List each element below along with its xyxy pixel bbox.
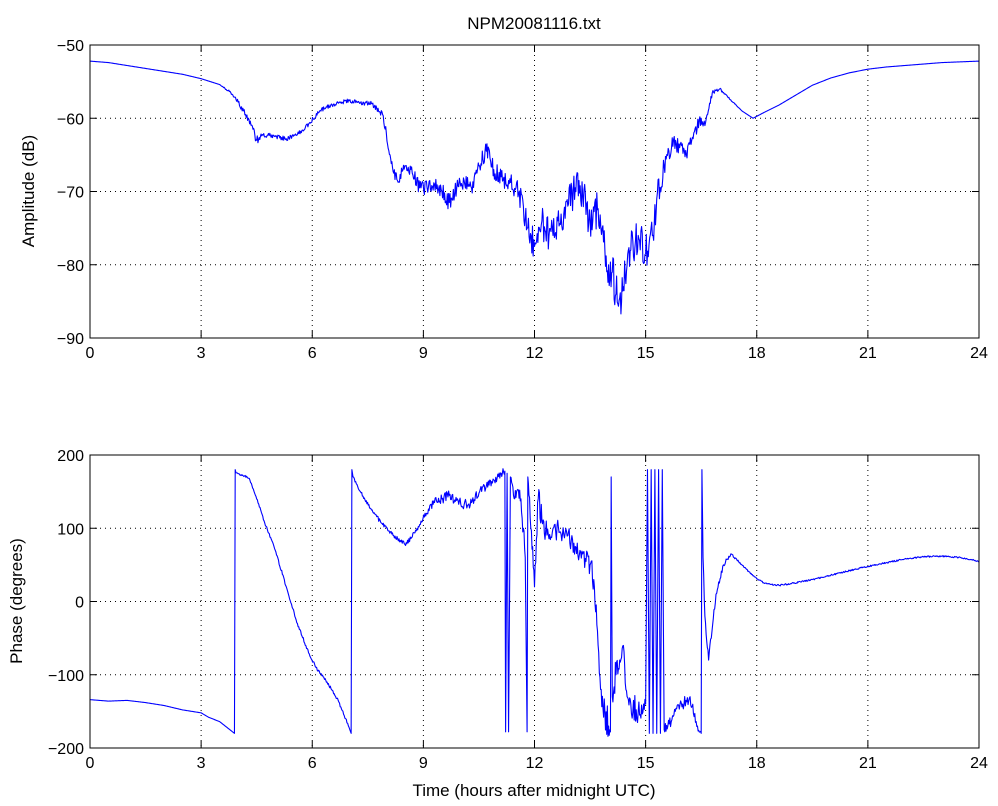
amplitude-grid — [90, 45, 979, 338]
phase-grid — [90, 455, 979, 748]
y-tick-label: 200 — [57, 448, 84, 465]
x-tick-label: 9 — [419, 755, 428, 772]
amplitude-y-axis-label: Amplitude (dB) — [19, 135, 38, 247]
x-tick-label: 6 — [308, 755, 317, 772]
amplitude-ticks: 0 3 6 9 12 15 18 21 24 −90 −80 −70 −60 −50 — [57, 38, 988, 362]
amplitude-panel: NPM20081116.txt 0 3 6 9 12 15 18 21 24 −90 −80 −70 −… — [19, 14, 988, 362]
amplitude-series — [89, 60, 980, 315]
x-tick-label: 0 — [86, 755, 95, 772]
x-tick-label: 21 — [859, 345, 877, 362]
x-tick-label: 6 — [308, 345, 317, 362]
phase-panel: 0 3 6 9 12 15 18 21 24 −200 −100 0 100 200 Phase (deg… — [7, 448, 988, 800]
y-tick-label: −100 — [48, 668, 84, 685]
x-tick-label: 24 — [970, 345, 988, 362]
phase-ticks: 0 3 6 9 12 15 18 21 24 −200 −100 0 100 200 — [48, 448, 988, 772]
chart-title: NPM20081116.txt — [467, 14, 601, 33]
x-tick-label: 9 — [419, 345, 428, 362]
x-axis-label: Time (hours after midnight UTC) — [412, 781, 655, 800]
x-tick-label: 12 — [526, 755, 544, 772]
x-tick-label: 3 — [197, 755, 206, 772]
x-tick-label: 18 — [748, 755, 766, 772]
y-tick-label: −60 — [57, 111, 84, 128]
x-tick-label: 0 — [86, 345, 95, 362]
x-tick-label: 3 — [197, 345, 206, 362]
y-tick-label: −70 — [57, 185, 84, 202]
phase-series-line-0 — [89, 468, 980, 737]
x-tick-label: 21 — [859, 755, 877, 772]
phase-series — [89, 468, 980, 737]
y-tick-label: −90 — [57, 331, 84, 348]
y-tick-label: −200 — [48, 741, 84, 758]
y-tick-label: −50 — [57, 38, 84, 55]
y-tick-label: 0 — [75, 595, 84, 612]
x-tick-label: 18 — [748, 345, 766, 362]
x-tick-label: 12 — [526, 345, 544, 362]
x-tick-label: 15 — [637, 755, 655, 772]
amplitude-series-line-0 — [89, 60, 980, 315]
y-tick-label: −80 — [57, 258, 84, 275]
x-tick-label: 24 — [970, 755, 988, 772]
phase-y-axis-label: Phase (degrees) — [7, 538, 26, 664]
x-tick-label: 15 — [637, 345, 655, 362]
y-tick-label: 100 — [57, 521, 84, 538]
